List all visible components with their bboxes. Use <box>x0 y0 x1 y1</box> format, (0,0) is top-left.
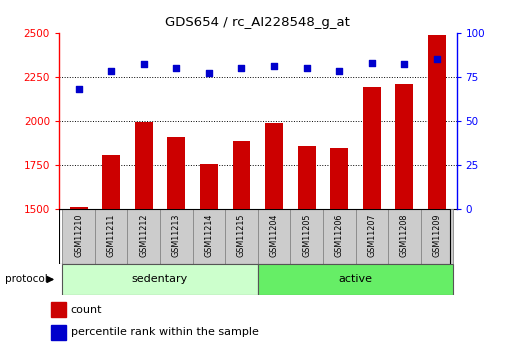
Text: GSM11206: GSM11206 <box>335 214 344 257</box>
Point <box>400 62 408 67</box>
Bar <box>51 325 66 340</box>
Title: GDS654 / rc_AI228548_g_at: GDS654 / rc_AI228548_g_at <box>165 16 350 29</box>
Bar <box>330 148 348 209</box>
Bar <box>62 209 95 264</box>
Bar <box>51 303 66 317</box>
Bar <box>225 209 258 264</box>
Bar <box>363 87 381 209</box>
Bar <box>298 146 315 209</box>
Bar <box>102 155 120 209</box>
Text: active: active <box>339 275 372 284</box>
Text: GSM11215: GSM11215 <box>237 214 246 257</box>
Point <box>270 63 278 69</box>
Text: sedentary: sedentary <box>132 275 188 284</box>
Text: protocol: protocol <box>5 275 48 284</box>
Bar <box>388 209 421 264</box>
Bar <box>135 122 153 209</box>
Point <box>335 69 343 74</box>
Bar <box>200 164 218 209</box>
Bar <box>62 264 258 295</box>
Point <box>205 70 213 76</box>
Bar <box>127 209 160 264</box>
Text: GSM11208: GSM11208 <box>400 214 409 257</box>
Bar <box>428 34 446 209</box>
Bar <box>396 84 413 209</box>
Bar <box>95 209 127 264</box>
Point <box>303 65 311 71</box>
Text: GSM11211: GSM11211 <box>107 214 115 257</box>
Bar <box>70 207 88 209</box>
Text: GSM11207: GSM11207 <box>367 214 377 257</box>
Text: GSM11213: GSM11213 <box>172 214 181 257</box>
Bar <box>232 141 250 209</box>
Point <box>74 86 83 92</box>
Bar <box>258 209 290 264</box>
Text: GSM11214: GSM11214 <box>204 214 213 257</box>
Point <box>238 65 246 71</box>
Bar <box>167 137 185 209</box>
Bar <box>265 122 283 209</box>
Bar <box>258 264 453 295</box>
Point <box>368 60 376 66</box>
Point <box>172 65 181 71</box>
Bar <box>421 209 453 264</box>
Bar <box>290 209 323 264</box>
Text: count: count <box>71 305 102 315</box>
Point <box>140 62 148 67</box>
Text: percentile rank within the sample: percentile rank within the sample <box>71 327 259 337</box>
Text: GSM11209: GSM11209 <box>432 214 442 257</box>
Text: GSM11210: GSM11210 <box>74 214 83 257</box>
Bar <box>192 209 225 264</box>
Text: GSM11204: GSM11204 <box>269 214 279 257</box>
Bar <box>356 209 388 264</box>
Bar <box>160 209 192 264</box>
Bar <box>323 209 356 264</box>
Point <box>107 69 115 74</box>
Point <box>433 56 441 62</box>
Text: GSM11212: GSM11212 <box>139 214 148 257</box>
Text: GSM11205: GSM11205 <box>302 214 311 257</box>
